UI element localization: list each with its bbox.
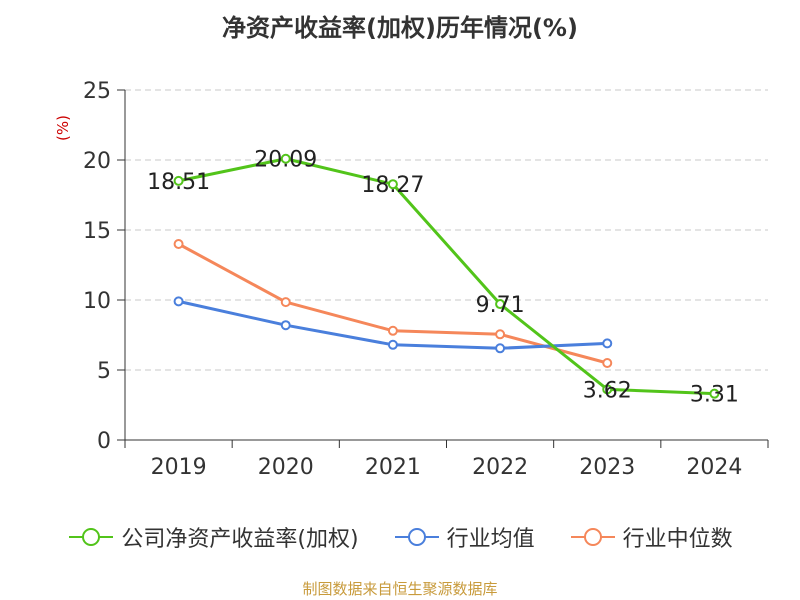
y-axis-unit-label: (%): [54, 115, 72, 141]
data-point-2: [280, 297, 291, 308]
x-tick-label: 2021: [365, 455, 421, 480]
y-tick-label: 25: [83, 79, 111, 104]
data-label: 3.31: [690, 383, 739, 408]
data-point-0: [280, 153, 291, 164]
grid-layer: [125, 89, 768, 371]
source-note: 制图数据来自恒生聚源数据库: [302, 580, 498, 598]
y-tick-label: 5: [97, 359, 111, 384]
axes-layer: 0 5 10 15 20 25 2019 2020 2021 2022 2023 2024 (%): [54, 79, 769, 480]
data-point-0: [602, 384, 613, 395]
legend: 公司净资产收益率(加权) 行业均值 行业中位数: [0, 520, 800, 554]
data-point-2: [495, 329, 506, 340]
y-tick-label: 20: [83, 149, 111, 174]
x-tick-label: 2020: [258, 455, 314, 480]
data-point-2: [387, 325, 398, 336]
legend-item: 行业中位数: [569, 521, 733, 553]
legend-label: 行业均值: [446, 527, 535, 552]
x-tick-label: 2023: [579, 455, 635, 480]
data-point-0: [709, 388, 720, 399]
legend-swatch: [570, 528, 615, 546]
series-line-0: [178, 157, 715, 396]
legend-swatch: [69, 528, 114, 546]
y-tick-label: 15: [83, 219, 111, 244]
data-label: 18.51: [147, 170, 210, 195]
labels-layer: 18.51 20.09 18.27 9.71 3.62 3.31: [147, 148, 739, 408]
legend-swatch: [394, 528, 439, 546]
legend-item: 公司净资产收益率(加权): [67, 521, 359, 553]
data-point-1: [280, 320, 291, 331]
chart-title: 净资产收益率(加权)历年情况(%): [222, 14, 578, 42]
y-tick-label: 0: [97, 429, 111, 454]
data-point-1: [387, 339, 398, 350]
data-point-1: [602, 338, 613, 349]
data-point-0: [173, 175, 184, 186]
legend-label: 行业中位数: [622, 527, 733, 552]
data-point-0: [495, 299, 506, 310]
data-label: 20.09: [254, 148, 317, 173]
y-tick-label: 10: [83, 289, 111, 314]
x-tick-label: 2019: [151, 455, 207, 480]
legend-item: 行业均值: [393, 521, 535, 553]
data-point-1: [495, 343, 506, 354]
data-label: 18.27: [361, 173, 424, 198]
legend-label: 公司净资产收益率(加权): [121, 527, 359, 552]
data-label: 3.62: [583, 378, 632, 403]
data-point-2: [173, 239, 184, 249]
data-label: 9.71: [476, 293, 525, 318]
data-point-2: [602, 358, 613, 368]
x-tick-label: 2024: [686, 455, 742, 480]
x-tick-label: 2022: [472, 455, 528, 480]
data-point-0: [387, 179, 398, 190]
series-layer: [173, 153, 720, 399]
data-point-1: [173, 296, 184, 307]
